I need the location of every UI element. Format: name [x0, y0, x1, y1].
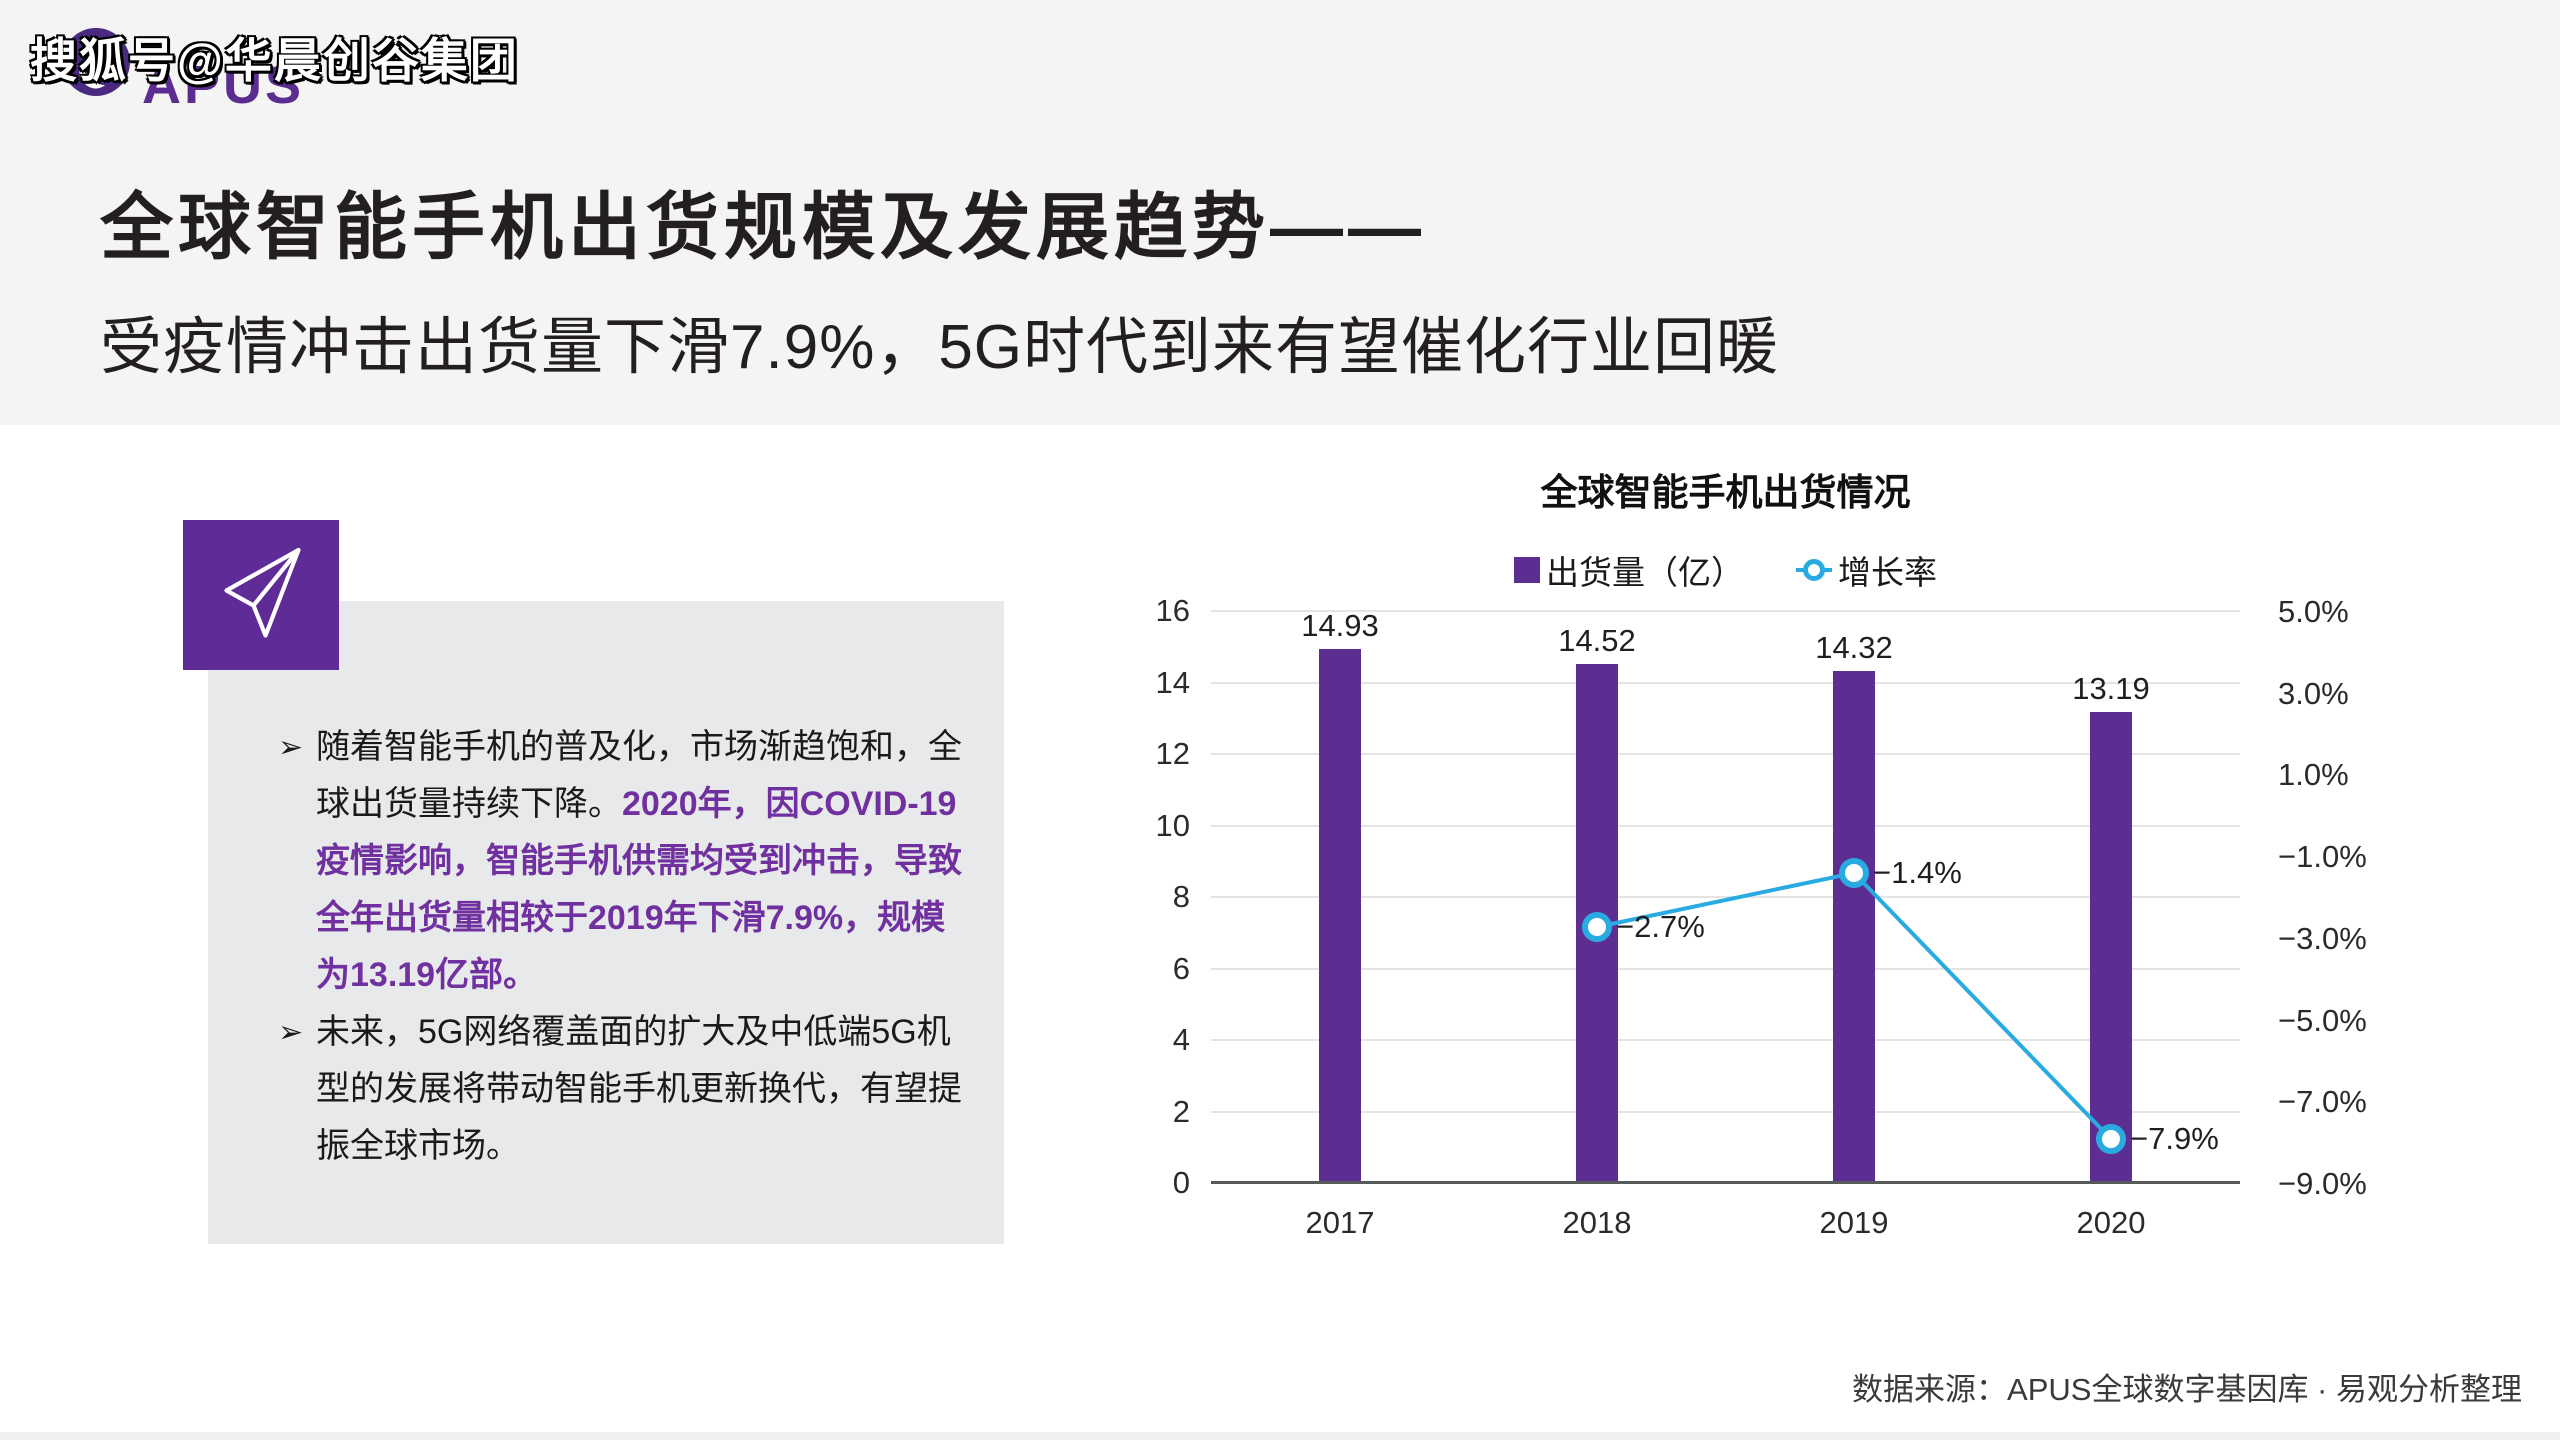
bullet-list: ➢ 随着智能手机的普及化，市场渐趋饱和，全球出货量持续下降。2020年，因COV…	[278, 719, 972, 1175]
line-marker-2018	[1582, 912, 1612, 942]
line-marker-2019	[1839, 858, 1869, 888]
bar-2019	[1833, 671, 1875, 1183]
bar-2020	[2090, 712, 2132, 1183]
x-axis-line	[1211, 1181, 2240, 1184]
line-marker-swatch-icon	[1796, 557, 1832, 583]
x-axis-tick: 2018	[1562, 1205, 1632, 1240]
bottom-strip	[0, 1432, 2560, 1440]
page-title: 全球智能手机出货规模及发展趋势——	[100, 187, 1426, 268]
bullet-segment: 未来，5G网络覆盖面的扩大及中低端5G机型的发展将带动智能手机更新换代，有望提振…	[316, 1013, 962, 1165]
x-axis-tick: 2017	[1305, 1205, 1375, 1240]
chart-legend: 出货量（亿） 增长率	[1211, 546, 2240, 594]
legend-item-growth: 增长率	[1796, 546, 1937, 594]
data-source-note: 数据来源：APUS全球数字基因库 · 易观分析整理	[1852, 1372, 2522, 1407]
bar-value-label: 14.93	[1301, 608, 1379, 643]
x-axis-tick: 2020	[2076, 1205, 2146, 1240]
bar-value-label: 13.19	[2072, 671, 2150, 706]
gridline	[1211, 825, 2240, 827]
gridline	[1211, 753, 2240, 755]
bullet-arrow-icon: ➢	[278, 731, 304, 764]
y-axis-right-tick: −1.0%	[2278, 839, 2367, 874]
y-axis-right-tick: −3.0%	[2278, 921, 2367, 956]
page-subtitle: 受疫情冲击出货量下滑7.9%，5G时代到来有望催化行业回暖	[100, 313, 1780, 382]
insights-panel: ➢ 随着智能手机的普及化，市场渐趋饱和，全球出货量持续下降。2020年，因COV…	[208, 601, 1004, 1244]
line-marker-2020	[2096, 1124, 2126, 1154]
legend-label: 出货量（亿）	[1546, 554, 1744, 591]
y-axis-right-tick: 3.0%	[2278, 676, 2349, 711]
bullet-segment: 随着智能手机的普及化，市场渐趋饱和，全球出货量持续下降。	[316, 728, 962, 823]
growth-value-label: −7.9%	[2130, 1121, 2219, 1156]
gridline	[1211, 1039, 2240, 1041]
y-axis-left-tick: 0	[1172, 1165, 1190, 1200]
growth-value-label: −2.7%	[1616, 909, 1705, 944]
accent-square	[183, 520, 339, 670]
y-axis-right-tick: −7.0%	[2278, 1084, 2367, 1119]
growth-line	[1596, 870, 2113, 1141]
bullet-arrow-icon: ➢	[278, 1016, 304, 1049]
bar-value-label: 14.52	[1558, 623, 1636, 658]
gridline	[1211, 682, 2240, 684]
gridline	[1211, 610, 2240, 612]
y-axis-left-tick: 6	[1172, 951, 1190, 986]
bullet-text: 随着智能手机的普及化，市场渐趋饱和，全球出货量持续下降。2020年，因COVID…	[316, 719, 966, 1004]
y-axis-left-tick: 16	[1155, 593, 1190, 628]
y-axis-right-tick: −9.0%	[2278, 1166, 2367, 1201]
growth-value-label: −1.4%	[1873, 855, 1962, 890]
y-axis-right-tick: −5.0%	[2278, 1003, 2367, 1038]
apus-logo-wordmark: APUS	[142, 55, 305, 115]
apus-logo-icon	[62, 28, 130, 96]
legend-label: 增长率	[1838, 554, 1937, 591]
y-axis-left-tick: 10	[1155, 808, 1190, 843]
bar-2017	[1319, 649, 1361, 1183]
y-axis-left-tick: 12	[1155, 736, 1190, 771]
legend-item-shipments: 出货量（亿）	[1514, 546, 1744, 594]
y-axis-left-tick: 8	[1172, 879, 1190, 914]
gridline	[1211, 896, 2240, 898]
list-item: ➢ 随着智能手机的普及化，市场渐趋饱和，全球出货量持续下降。2020年，因COV…	[278, 719, 972, 1004]
y-axis-left-tick: 4	[1172, 1022, 1190, 1057]
bar-swatch-icon	[1514, 557, 1540, 583]
y-axis-left-tick: 2	[1172, 1094, 1190, 1129]
bullet-text: 未来，5G网络覆盖面的扩大及中低端5G机型的发展将带动智能手机更新换代，有望提振…	[316, 1004, 966, 1175]
paper-plane-icon	[224, 547, 301, 638]
bullet-segment-highlight: 2020年，因COVID-19疫情影响，智能手机供需均受到冲击，导致全年出货量相…	[316, 785, 962, 994]
chart-title: 全球智能手机出货情况	[1540, 472, 1911, 513]
y-axis-left-tick: 14	[1155, 665, 1190, 700]
bar-value-label: 14.32	[1815, 630, 1893, 665]
list-item: ➢ 未来，5G网络覆盖面的扩大及中低端5G机型的发展将带动智能手机更新换代，有望…	[278, 1004, 972, 1175]
sohu-watermark: 搜狐号@华晨创谷集团	[30, 34, 519, 87]
gridline	[1211, 1111, 2240, 1113]
x-axis-tick: 2019	[1819, 1205, 1889, 1240]
y-axis-right-tick: 5.0%	[2278, 594, 2349, 629]
gridline	[1211, 968, 2240, 970]
y-axis-right-tick: 1.0%	[2278, 757, 2349, 792]
header-band: APUS 全球智能手机出货规模及发展趋势—— 受疫情冲击出货量下滑7.9%，5G…	[0, 0, 2560, 425]
